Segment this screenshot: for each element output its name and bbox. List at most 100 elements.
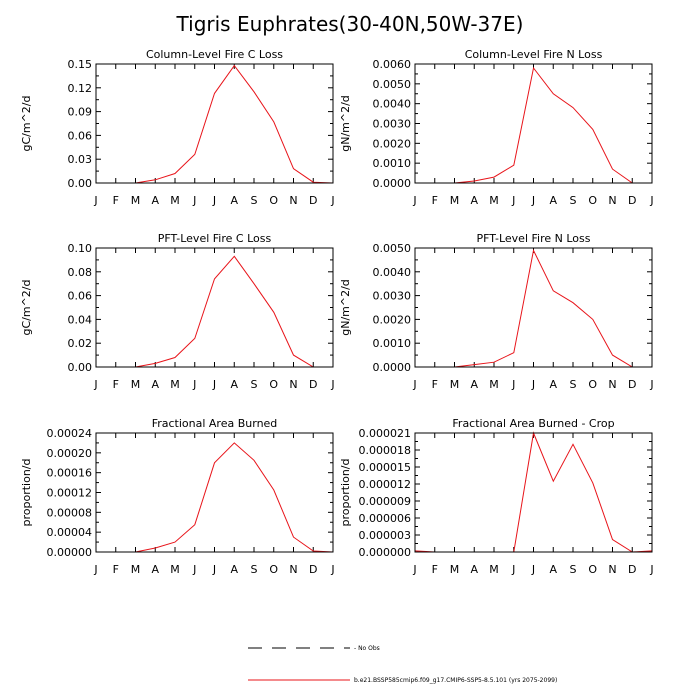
x-tick-label: M xyxy=(170,378,180,391)
x-tick-label: S xyxy=(251,378,258,391)
x-tick-label: D xyxy=(628,563,636,576)
plot-frame xyxy=(95,432,334,553)
y-tick-label: 0.00016 xyxy=(47,467,93,480)
x-tick-label: N xyxy=(289,194,297,207)
x-tick-label: J xyxy=(212,194,216,207)
y-tick-label: 0.0020 xyxy=(373,137,412,150)
x-tick-label: A xyxy=(151,563,159,576)
x-tick-label: S xyxy=(251,563,258,576)
x-tick-label: J xyxy=(649,378,653,391)
plot-frame xyxy=(95,247,334,368)
x-tick-label: J xyxy=(93,563,97,576)
x-tick-label: A xyxy=(549,563,557,576)
y-tick-label: 0.00020 xyxy=(47,447,93,460)
x-tick-label: J xyxy=(649,194,653,207)
x-tick-label: J xyxy=(330,563,334,576)
y-tick-label: 0.00000 xyxy=(47,546,93,559)
plot-frame xyxy=(414,432,653,553)
y-tick-label: 0.0000 xyxy=(373,361,412,374)
y-tick-label: 0.0040 xyxy=(373,266,412,279)
y-tick-label: 0.00008 xyxy=(47,506,93,519)
legend-model-label: b.e21.BSSP585cmip6.f09_g17.CMIP6-SSP5-8.… xyxy=(354,677,557,684)
x-tick-label: M xyxy=(450,563,460,576)
x-tick-label: J xyxy=(192,378,196,391)
y-tick-label: 0.00 xyxy=(68,361,93,374)
x-tick-label: A xyxy=(151,194,159,207)
x-tick-label: F xyxy=(113,194,119,207)
y-axis-label: gN/m^2/d xyxy=(339,279,352,336)
chart-panel-3: PFT-Level Fire C Loss gC/m^2/d 0.00 0.02 0.0… xyxy=(20,232,335,391)
x-tick-label: A xyxy=(151,378,159,391)
y-tick-label: 0.00004 xyxy=(47,526,93,539)
x-tick-label: J xyxy=(531,194,535,207)
y-axis-label: proportion/d xyxy=(339,459,352,527)
x-tick-label: J xyxy=(93,194,97,207)
chart-title: Fractional Area Burned - Crop xyxy=(452,417,614,430)
x-tick-label: S xyxy=(570,194,577,207)
x-tick-label: A xyxy=(230,194,238,207)
x-tick-label: S xyxy=(570,378,577,391)
x-tick-label: N xyxy=(608,378,616,391)
y-tick-label: 0.00 xyxy=(68,177,93,190)
chart-panel-1: Column-Level Fire C Loss gC/m^2/d 0.00 0.03… xyxy=(20,48,335,207)
y-tick-label: 0.06 xyxy=(68,129,93,142)
x-tick-label: M xyxy=(131,378,141,391)
x-tick-label: O xyxy=(588,563,597,576)
x-tick-label: O xyxy=(269,563,278,576)
legend-obs-label: - No Obs xyxy=(354,645,380,652)
x-tick-label: J xyxy=(511,378,515,391)
y-tick-label: 0.000018 xyxy=(359,444,412,457)
x-tick-label: J xyxy=(649,563,653,576)
y-tick-label: 0.03 xyxy=(68,153,93,166)
x-tick-label: O xyxy=(269,194,278,207)
x-tick-label: F xyxy=(432,378,438,391)
y-tick-label: 0.000006 xyxy=(359,512,412,525)
x-tick-label: A xyxy=(230,378,238,391)
x-tick-label: A xyxy=(470,378,478,391)
x-tick-label: A xyxy=(470,194,478,207)
y-tick-label: 0.0020 xyxy=(373,313,412,326)
x-tick-label: O xyxy=(588,194,597,207)
x-tick-label: F xyxy=(113,378,119,391)
x-tick-label: J xyxy=(511,194,515,207)
y-tick-label: 0.0040 xyxy=(373,98,412,111)
chart-panel-4: PFT-Level Fire N Loss gN/m^2/d 0.0000 0.001… xyxy=(339,232,654,391)
y-axis-label: gC/m^2/d xyxy=(20,280,33,336)
y-tick-label: 0.000003 xyxy=(359,529,412,542)
y-tick-label: 0.000000 xyxy=(359,546,412,559)
x-tick-label: N xyxy=(608,563,616,576)
y-tick-label: 0.0050 xyxy=(373,78,412,91)
series-line xyxy=(415,66,652,184)
x-tick-label: M xyxy=(489,194,499,207)
plot-frame xyxy=(414,63,653,184)
x-tick-label: J xyxy=(412,194,416,207)
x-tick-label: J xyxy=(531,378,535,391)
x-tick-label: J xyxy=(330,194,334,207)
x-tick-label: J xyxy=(93,378,97,391)
legend: - No Obs b.e21.BSSP585cmip6.f09_g17.CMIP… xyxy=(248,645,557,684)
series-line xyxy=(96,64,334,184)
x-tick-label: D xyxy=(309,378,317,391)
y-tick-label: 0.08 xyxy=(68,266,93,279)
y-tick-label: 0.04 xyxy=(68,313,93,326)
x-tick-label: F xyxy=(432,194,438,207)
x-tick-label: N xyxy=(608,194,616,207)
y-tick-label: 0.0060 xyxy=(373,58,412,71)
x-tick-label: J xyxy=(531,563,535,576)
y-tick-label: 0.15 xyxy=(68,58,93,71)
y-tick-label: 0.0050 xyxy=(373,242,412,255)
x-tick-label: J xyxy=(192,563,196,576)
y-tick-label: 0.10 xyxy=(68,242,93,255)
chart-title: Column-Level Fire C Loss xyxy=(146,48,283,61)
y-tick-label: 0.00024 xyxy=(47,427,93,440)
chart-title: PFT-Level Fire N Loss xyxy=(477,232,591,245)
x-tick-label: M xyxy=(450,378,460,391)
x-tick-label: A xyxy=(549,194,557,207)
chart-panel-5: Fractional Area Burned proportion/d 0.0000… xyxy=(20,417,335,576)
x-tick-label: J xyxy=(511,563,515,576)
plot-frame xyxy=(414,247,653,368)
x-tick-label: J xyxy=(212,563,216,576)
x-tick-label: M xyxy=(131,194,141,207)
y-axis-label: gC/m^2/d xyxy=(20,96,33,152)
x-tick-label: F xyxy=(432,563,438,576)
